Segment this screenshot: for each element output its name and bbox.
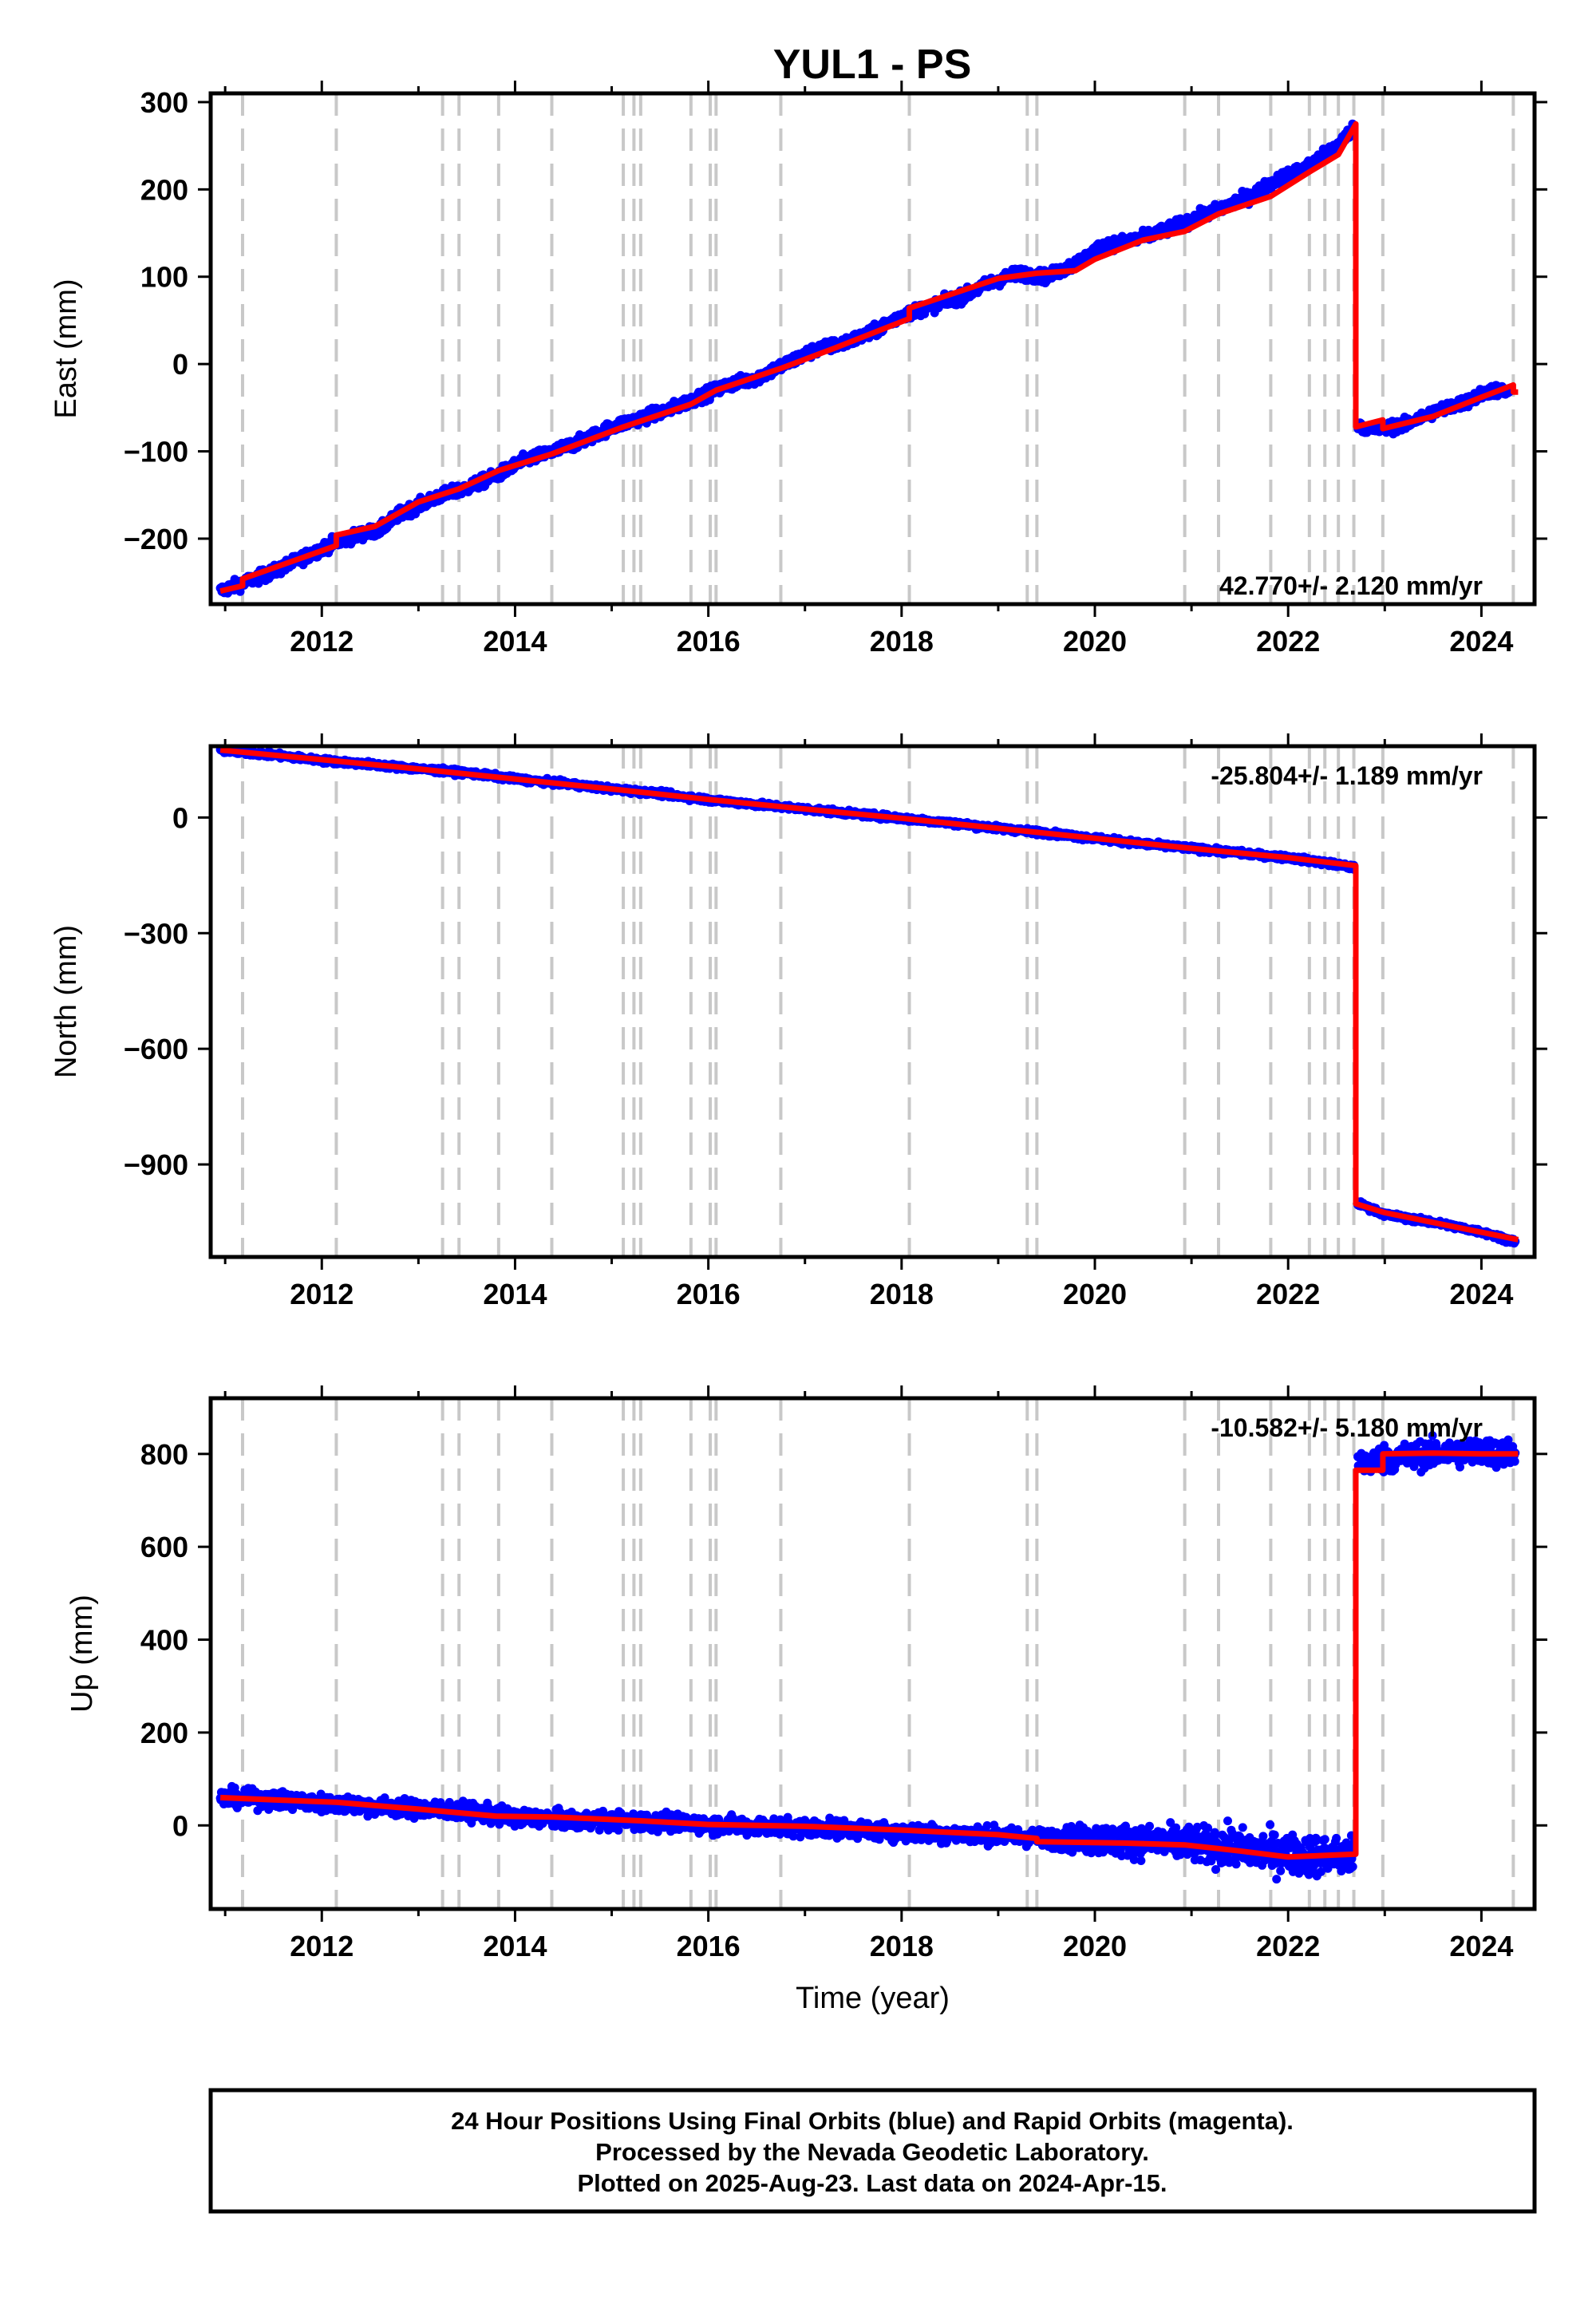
y-tick-label: −200 xyxy=(124,523,188,555)
x-tick-label: 2022 xyxy=(1256,625,1320,658)
x-tick-label: 2016 xyxy=(677,625,741,658)
event-lines xyxy=(240,746,1515,1257)
model-line xyxy=(219,121,1519,595)
y-tick-label: 100 xyxy=(140,261,188,294)
east-panel: 2012 2014 2016 2018 2020 2022 2024 −200 −100 0 100… xyxy=(49,81,1547,658)
x-tick-label: 2018 xyxy=(870,625,934,658)
east-rate-label: 42.770+/- 2.120 mm/yr xyxy=(1219,571,1483,600)
event-lines xyxy=(240,93,1515,604)
north-panel: 2012 2014 2016 2018 2020 2022 2024−900−600−300… xyxy=(49,733,1547,1310)
x-tick-label: 2012 xyxy=(290,625,354,658)
plot-frame xyxy=(208,91,1537,607)
final-orbits-points xyxy=(215,119,1515,598)
y-tick-label: 0 xyxy=(172,348,188,381)
y-tick-label: 300 xyxy=(140,86,188,119)
x-tick-label: 2024 xyxy=(1449,625,1513,658)
y-tick-label: 200 xyxy=(140,173,188,206)
y-tick-label: −100 xyxy=(124,436,188,468)
chart-title: YUL1 - PS xyxy=(773,41,972,88)
x-tick-label: 2014 xyxy=(483,625,547,658)
east-axis-label: East (mm) xyxy=(49,279,83,418)
x-tick-label: 2020 xyxy=(1063,625,1127,658)
